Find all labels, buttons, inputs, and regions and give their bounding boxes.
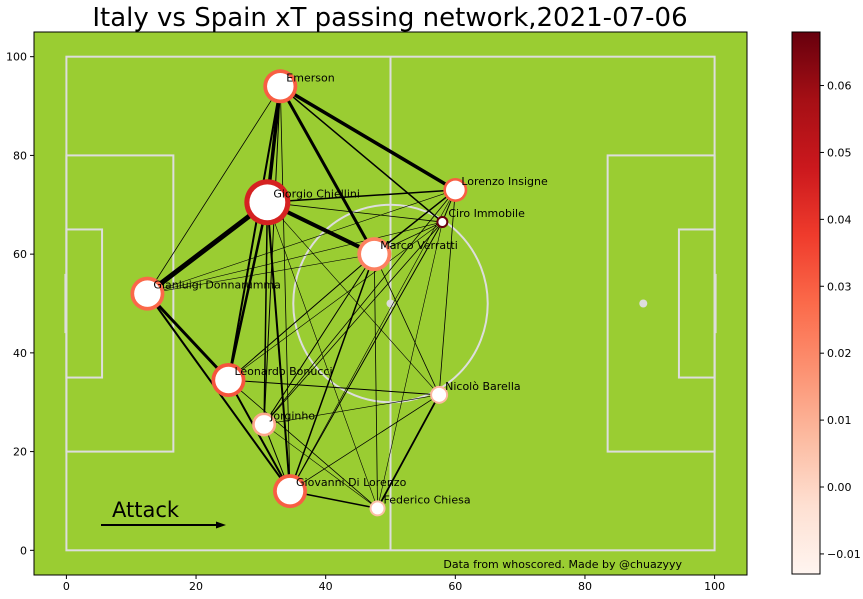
- y-tick-label: 100: [6, 51, 27, 64]
- y-tick-label: 0: [20, 544, 27, 557]
- player-label: Jorginho: [269, 409, 315, 422]
- pass-edge: [147, 85, 281, 295]
- x-tick-label: 20: [189, 580, 203, 593]
- pass-edge: [278, 84, 376, 256]
- pass-edge: [227, 253, 375, 381]
- pass-edge: [267, 202, 378, 509]
- pass-edge: [278, 84, 458, 192]
- pitch-markings: [64, 55, 717, 552]
- colorbar-tick-label: 0.03: [827, 280, 852, 293]
- player-node: [249, 184, 286, 221]
- pass-edge: [266, 189, 457, 204]
- pass-edge: [228, 379, 378, 509]
- colorbar: −0.01 0.00 0.01 0.02 0.03 0.04 0.05 0.06: [791, 31, 861, 575]
- colorbar-tick-label: −0.01: [827, 548, 861, 561]
- center-spot: [386, 299, 395, 308]
- colorbar-tick-label: 0.01: [827, 414, 852, 427]
- player-label: Lorenzo Insigne: [461, 175, 548, 188]
- pass-edge: [376, 393, 441, 510]
- player-label: Leonardo Bonucci: [234, 365, 332, 378]
- x-tick-label: 80: [578, 580, 592, 593]
- pass-edge: [263, 189, 456, 425]
- player-label: Giorgio Chiellini: [273, 187, 360, 200]
- player-label: Emerson: [286, 71, 334, 84]
- pass-edge: [263, 394, 440, 425]
- pass-edge: [289, 253, 376, 492]
- pass-edge: [227, 379, 440, 396]
- pass-edge: [227, 85, 282, 382]
- player-label: Marco Verratti: [380, 239, 458, 252]
- left-goal: [64, 273, 67, 334]
- pass-edge: [263, 253, 375, 425]
- pass-edge: [227, 379, 292, 493]
- player-node: [371, 502, 384, 515]
- x-tick-label: 40: [319, 580, 333, 593]
- pass-edge: [227, 201, 269, 382]
- player-node: [134, 280, 161, 307]
- y-tick-label: 20: [13, 446, 27, 459]
- pass-edge: [279, 85, 444, 223]
- pass-edge: [373, 253, 440, 396]
- colorbar-ticks: −0.01 0.00 0.01 0.02 0.03 0.04 0.05 0.06: [820, 80, 861, 561]
- y-tick-label: 40: [13, 347, 27, 360]
- center-circle: [292, 203, 489, 404]
- x-tick-label: 60: [448, 580, 462, 593]
- pass-edge: [266, 201, 292, 493]
- right-penalty-spot: [639, 299, 648, 308]
- attack-arrow-icon: [216, 521, 226, 529]
- colorbar-gradient: [791, 31, 821, 575]
- right-goal: [714, 273, 717, 334]
- pass-edge: [279, 85, 291, 492]
- attack-annotation: Attack: [101, 498, 226, 529]
- player-labels: Emerson Lorenzo Insigne Giorgio Chiellini C…: [153, 71, 548, 506]
- player-label: Gianluigi Donnarumma: [153, 279, 280, 292]
- player-label: Giovanni Di Lorenzo: [296, 476, 407, 489]
- pass-edge: [289, 189, 456, 492]
- pass-edge: [147, 221, 443, 294]
- player-node: [254, 415, 274, 434]
- player-label: Nicolò Barella: [445, 380, 521, 393]
- player-node: [445, 180, 465, 200]
- colorbar-tick-label: 0.02: [827, 347, 852, 360]
- pass-edge: [144, 199, 270, 297]
- pass-edge: [263, 424, 378, 509]
- y-axis-ticks: 0 20 40 60 80 100: [6, 51, 34, 557]
- footer-credit: Data from whoscored. Made by @chuazyyy: [443, 558, 682, 571]
- player-node: [215, 366, 242, 394]
- y-tick-label: 80: [13, 149, 27, 162]
- player-label: Federico Chiesa: [384, 493, 471, 506]
- x-tick-label: 0: [63, 580, 70, 593]
- colorbar-tick-label: 0.05: [827, 146, 852, 159]
- colorbar-tick-label: 0.06: [827, 80, 852, 93]
- player-node: [267, 73, 294, 100]
- pass-edge: [263, 221, 443, 425]
- pass-edge: [289, 394, 440, 492]
- pass-edge: [377, 221, 443, 509]
- x-axis-ticks: 0 20 40 60 80 100: [63, 575, 725, 593]
- pass-edge: [266, 201, 443, 223]
- pass-edge: [373, 253, 378, 509]
- player-nodes: [130, 69, 468, 517]
- axes-frame: [33, 31, 748, 576]
- player-label: Ciro Immobile: [448, 207, 525, 220]
- pass-edge: [228, 221, 443, 381]
- pass-edge: [438, 189, 456, 396]
- pass-edge: [289, 221, 443, 492]
- y-tick-label: 60: [13, 248, 27, 261]
- colorbar-tick-label: 0.04: [827, 213, 852, 226]
- player-node: [432, 387, 447, 402]
- colorbar-tick-label: 0.00: [827, 481, 852, 494]
- x-tick-label: 100: [704, 580, 725, 593]
- player-node: [438, 218, 447, 227]
- pass-edge: [147, 253, 375, 294]
- player-node: [361, 240, 388, 268]
- pass-edge: [263, 201, 269, 426]
- pass-edge: [373, 189, 457, 255]
- pass-edge: [145, 292, 230, 382]
- player-node: [276, 477, 304, 505]
- chart-title: Italy vs Spain xT passing network,2021-0…: [92, 3, 687, 33]
- pass-edge: [147, 189, 456, 294]
- attack-label: Attack: [112, 498, 180, 522]
